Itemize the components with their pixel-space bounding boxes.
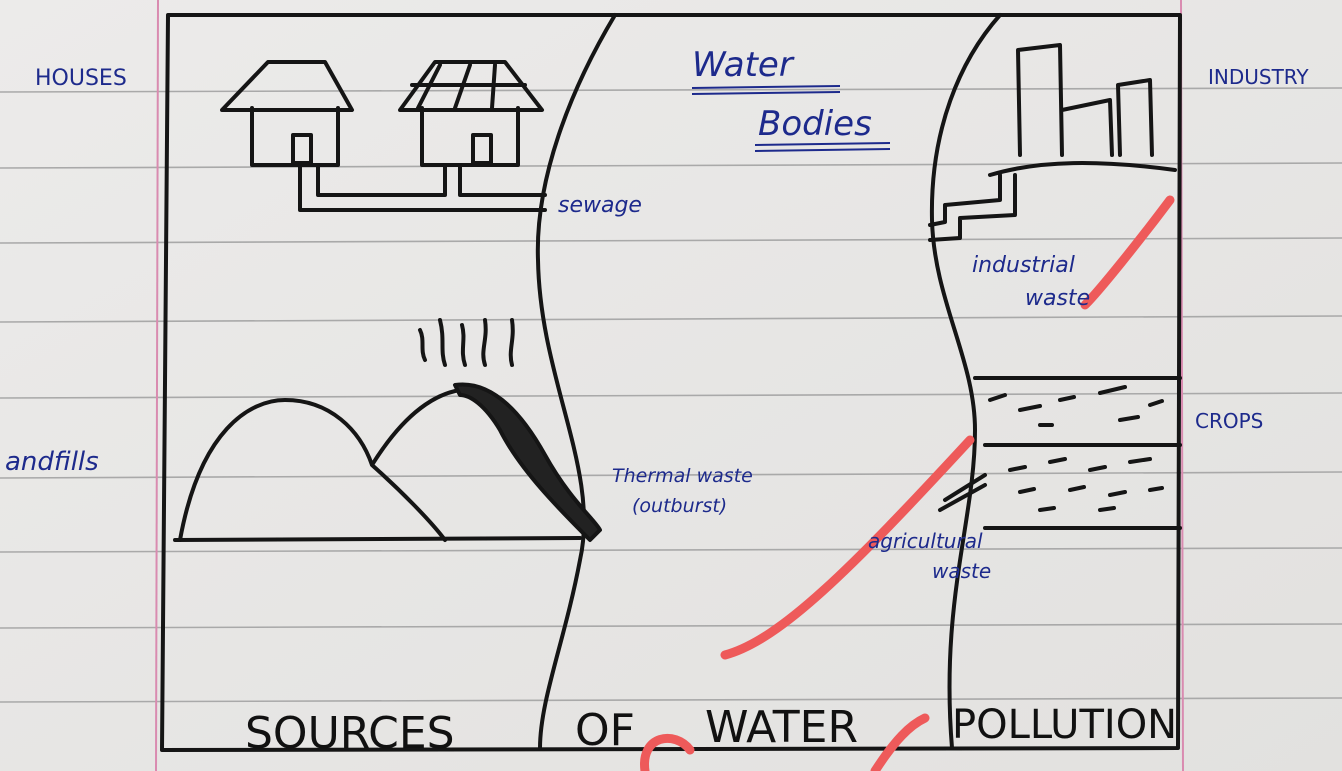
sewage-label: sewage [558, 193, 642, 218]
houses-label: HOUSES [35, 66, 127, 91]
landfills-label: andfills [5, 447, 99, 477]
industrial-waste-label: industrial [972, 253, 1075, 278]
crops-label: CROPS [1195, 409, 1263, 433]
paper [0, 0, 1342, 771]
water-bodies-label: Water [692, 45, 795, 85]
notebook-drawing: HOUSES Water Bodies INDUSTRY sewage indu… [0, 0, 1342, 771]
title-word: POLLUTION [952, 702, 1177, 748]
title-word: WATER [705, 702, 858, 753]
thermal-waste-label: (outburst) [632, 495, 727, 517]
water-bodies-label: Bodies [758, 104, 872, 144]
thermal-waste-label: Thermal waste [612, 465, 753, 487]
page: {"labels": { "houses": "HOUSES", "water_… [0, 0, 1342, 771]
agricultural-waste-label: waste [932, 559, 991, 583]
industrial-waste-label: waste [1025, 286, 1090, 311]
title-word: SOURCES [245, 708, 455, 759]
title-word: OF [575, 705, 635, 756]
agricultural-waste-label: agricultural [868, 529, 983, 553]
industry-label: INDUSTRY [1208, 65, 1309, 89]
